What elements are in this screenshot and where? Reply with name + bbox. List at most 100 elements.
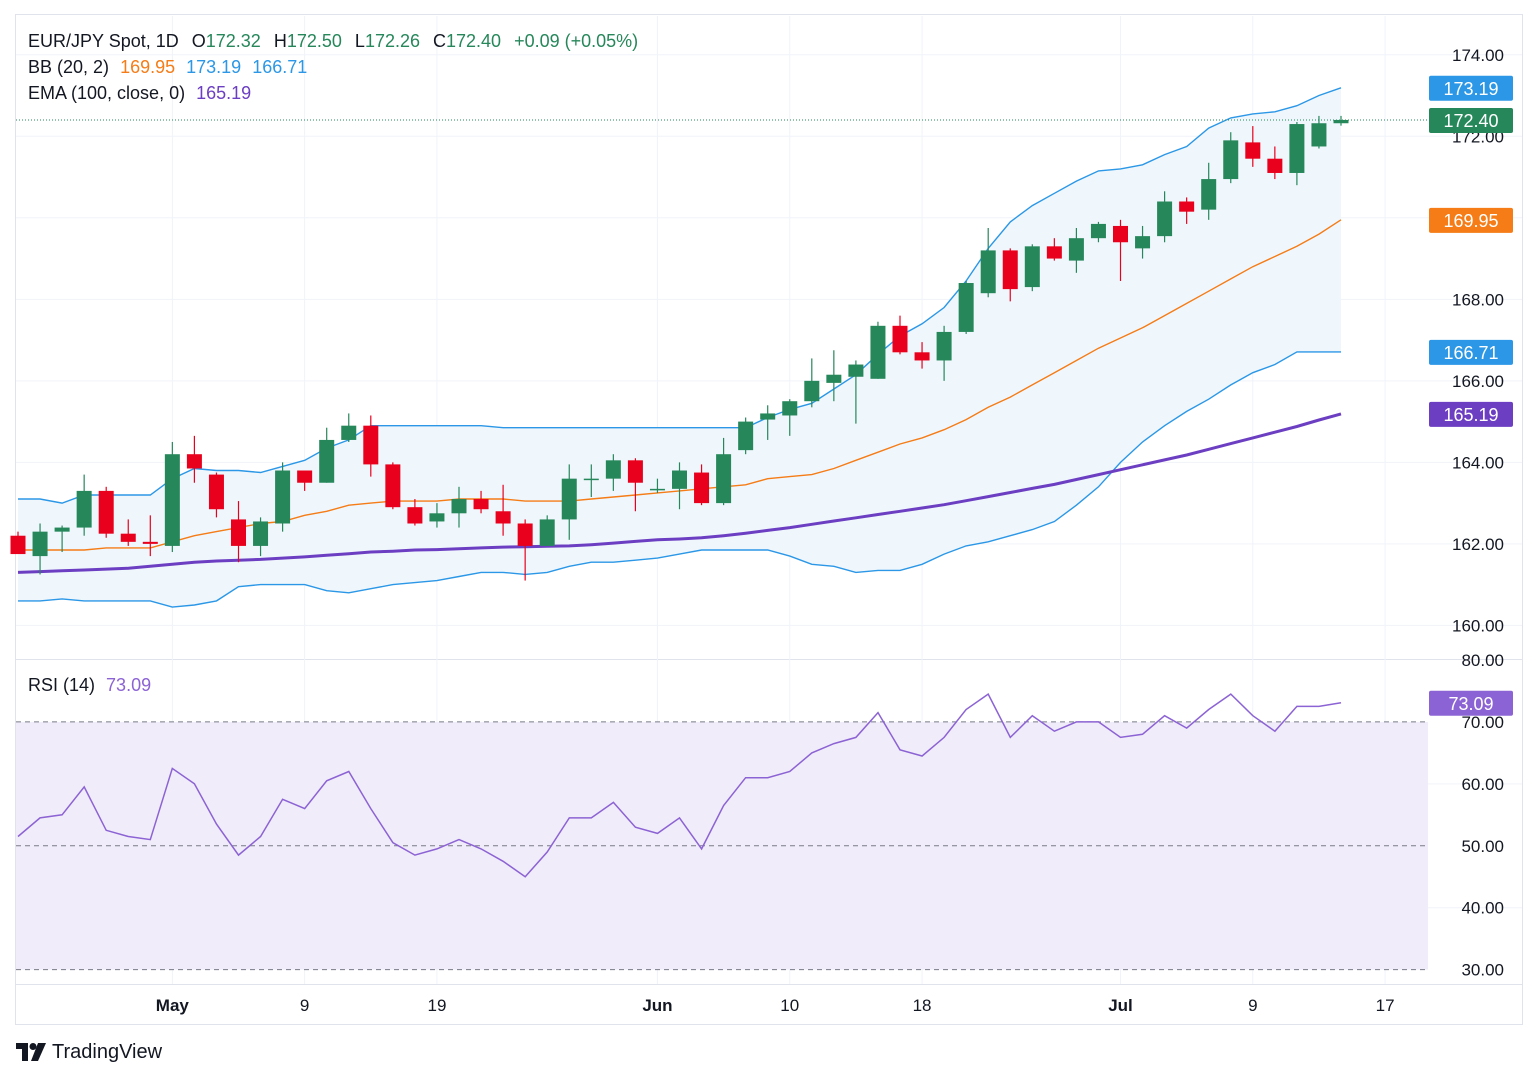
- candle-body: [76, 490, 92, 528]
- bb-lower-line: [18, 351, 1341, 608]
- candle: [804, 358, 820, 408]
- legend-low: 172.26: [365, 31, 420, 51]
- candle-body: [1113, 225, 1128, 243]
- candle: [782, 399, 798, 436]
- candle: [1046, 238, 1062, 261]
- rsi-y-tick-label: 60.00: [1461, 775, 1504, 794]
- price-tag-bb-upper-text: 173.19: [1443, 79, 1498, 99]
- candle: [385, 462, 401, 510]
- candle: [1201, 162, 1217, 220]
- candle: [958, 280, 974, 334]
- price-labels-layer: 173.19 172.40 169.95 166.71 165.19 73.09: [1429, 75, 1513, 716]
- candle: [341, 413, 357, 442]
- tradingview-brand-name: TradingView: [52, 1040, 163, 1063]
- candle-body: [1046, 246, 1062, 259]
- candles-layer: [10, 115, 1349, 581]
- candle-body: [1090, 223, 1106, 239]
- candle: [672, 462, 687, 510]
- bollinger-bands-layer: [18, 87, 1342, 608]
- rsi-y-tick-label: 50.00: [1461, 837, 1504, 856]
- candle-body: [32, 531, 48, 557]
- candle: [738, 417, 754, 455]
- x-tick-label: May: [156, 996, 190, 1015]
- x-tick-label: Jul: [1108, 996, 1133, 1015]
- candle-body: [98, 490, 114, 534]
- x-tick-label: Jun: [642, 996, 672, 1015]
- candle-body: [429, 513, 445, 522]
- y-tick-label: 174.00: [1452, 46, 1504, 65]
- candle: [363, 415, 379, 477]
- candle-body: [936, 331, 952, 361]
- candle: [1311, 115, 1327, 149]
- y-tick-label: 160.00: [1452, 616, 1504, 635]
- tradingview-logo-icon: [16, 1043, 46, 1061]
- candle: [980, 227, 996, 298]
- rsi-layer: [16, 692, 1428, 971]
- legend-close-label: C: [433, 31, 446, 51]
- candle-body: [54, 527, 70, 532]
- candle: [517, 519, 533, 581]
- legend-bb-label: BB (20, 2): [28, 57, 109, 77]
- y-tick-label: 164.00: [1452, 453, 1504, 472]
- candle: [10, 531, 26, 555]
- candle: [231, 501, 246, 563]
- candle-body: [1333, 119, 1349, 124]
- legend-change: +0.09 (+0.05%): [514, 31, 638, 51]
- candle-body: [1201, 179, 1217, 210]
- candle-body: [253, 521, 269, 546]
- candle-body: [738, 421, 754, 451]
- candle-body: [649, 488, 665, 491]
- candle-body: [231, 519, 246, 546]
- candle: [870, 321, 886, 379]
- candle: [54, 525, 70, 553]
- candle: [120, 519, 136, 546]
- candle: [1157, 191, 1173, 243]
- candle: [142, 515, 158, 557]
- rsi-y-tick-label: 30.00: [1461, 961, 1504, 980]
- price-tag-ema-text: 165.19: [1443, 405, 1498, 425]
- candle-body: [297, 470, 313, 483]
- candle: [1002, 248, 1018, 302]
- candle: [627, 458, 643, 512]
- price-tag-bb-lower: 166.71: [1429, 339, 1513, 365]
- price-tag-bb-basis-bg: [1429, 207, 1513, 233]
- candle-body: [627, 460, 643, 483]
- candle-body: [804, 380, 820, 402]
- candle-body: [605, 460, 621, 479]
- candle: [473, 490, 489, 514]
- x-tick-label: 10: [780, 996, 799, 1015]
- legend-ema-value: 165.19: [196, 83, 251, 103]
- legend-symbol: EUR/JPY Spot, 1D O172.32 H172.50 L172.26…: [28, 31, 638, 51]
- legend-open: 172.32: [206, 31, 261, 51]
- price-tag-bb-upper-bg: [1429, 75, 1513, 101]
- legend-bb: BB (20, 2) 169.95 173.19 166.71: [28, 57, 307, 77]
- legend-symbol-name: EUR/JPY Spot, 1D: [28, 31, 179, 51]
- tradingview-brand[interactable]: TradingView: [16, 1038, 162, 1066]
- candle-body: [980, 250, 996, 294]
- candle-body: [1311, 123, 1327, 147]
- candle-body: [186, 454, 202, 469]
- candle: [98, 486, 114, 538]
- candle-body: [760, 413, 776, 420]
- candle: [1113, 219, 1128, 281]
- candle-body: [716, 454, 732, 504]
- candle-body: [848, 364, 864, 377]
- candle-body: [1024, 246, 1040, 288]
- x-tick-label: 18: [913, 996, 932, 1015]
- candle: [429, 503, 445, 528]
- candle-body: [826, 374, 842, 383]
- candle-body: [10, 535, 26, 555]
- candle: [32, 523, 48, 575]
- candle: [253, 517, 269, 557]
- candle-body: [517, 523, 533, 546]
- x-tick-label: 9: [1248, 996, 1257, 1015]
- candle-body: [120, 533, 136, 542]
- legend-close: 172.40: [446, 31, 501, 51]
- candle-body: [782, 401, 798, 416]
- candle: [716, 437, 732, 506]
- candle-body: [495, 511, 511, 524]
- candle-body: [583, 478, 599, 481]
- candle-body: [1002, 250, 1018, 290]
